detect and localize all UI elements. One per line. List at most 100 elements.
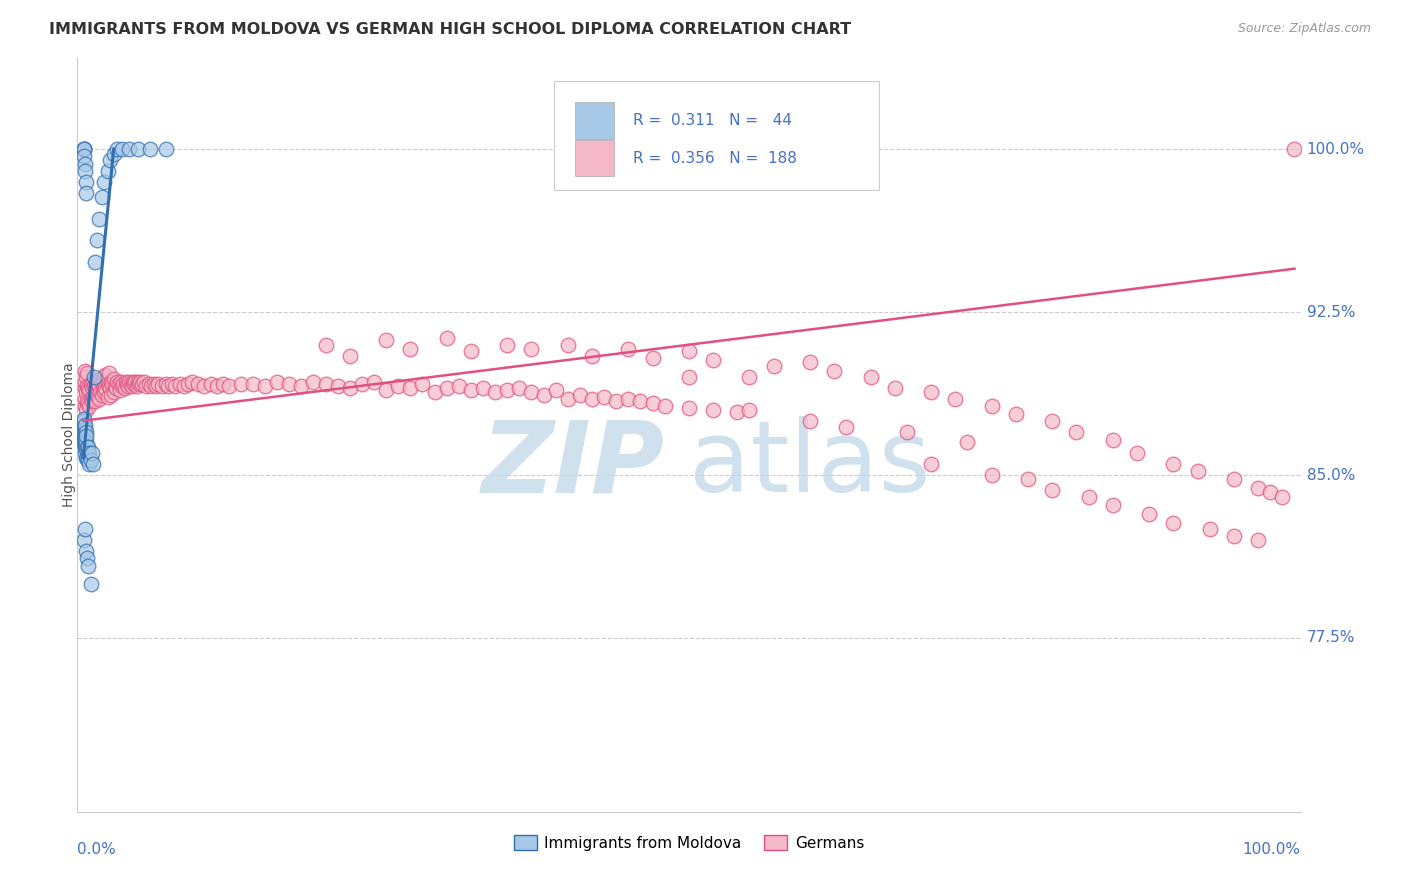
Point [79,399,101,413]
Point [82,457,104,471]
Point [110,375,132,389]
Point [121,379,143,393]
Point [105,381,128,395]
Point [93,385,115,400]
Point [945,392,967,406]
Point [169,376,191,391]
Point [533,387,555,401]
Point [73,440,96,454]
Point [73,533,96,548]
Point [82,375,104,389]
Point [1198,522,1220,536]
Point [105,142,128,156]
Point [823,364,845,378]
Point [80,446,103,460]
Point [678,344,700,359]
Point [165,379,187,393]
Text: 92.5%: 92.5% [1306,305,1355,319]
Point [76,366,98,380]
Text: 0.0%: 0.0% [77,842,117,857]
Point [956,435,979,450]
Point [150,379,173,393]
Point [83,370,105,384]
Point [76,440,98,454]
Point [641,351,664,365]
Point [641,396,664,410]
Point [82,390,104,404]
Point [76,550,98,565]
Point [883,381,905,395]
Point [181,375,204,389]
Point [112,376,135,391]
Point [242,376,264,391]
Point [93,175,115,189]
Point [176,376,198,391]
Point [73,422,96,436]
Point [73,157,96,171]
Point [98,153,121,167]
Point [617,342,640,356]
Point [89,211,111,226]
Point [103,372,125,386]
Point [90,387,112,401]
Point [103,385,125,400]
Point [568,387,591,401]
Text: Source: ZipAtlas.com: Source: ZipAtlas.com [1237,22,1371,36]
Point [117,379,139,393]
Point [75,186,97,200]
Point [896,425,918,439]
Point [762,359,785,374]
Point [77,453,100,467]
Point [859,370,882,384]
Point [1223,472,1246,486]
Point [89,372,111,386]
Point [229,376,252,391]
Point [302,375,325,389]
Point [108,384,131,398]
Point [799,414,821,428]
Point [76,379,98,393]
Point [75,164,97,178]
Point [254,379,277,393]
Point [447,379,470,393]
Point [111,142,134,156]
Point [375,334,398,348]
Point [799,355,821,369]
Bar [575,103,614,138]
Point [75,385,97,400]
Point [87,390,110,404]
Point [75,370,97,384]
Point [75,425,97,439]
Point [920,457,942,471]
Point [122,376,145,391]
Point [1066,425,1088,439]
Point [87,376,110,391]
Point [460,344,482,359]
Point [678,401,700,415]
Point [118,375,141,389]
Point [155,142,177,156]
Point [75,544,97,558]
Point [738,402,761,417]
Point [218,379,240,393]
Point [738,370,761,384]
Point [436,331,458,345]
Point [73,435,96,450]
Point [128,376,150,391]
Point [100,387,122,401]
Point [96,384,118,398]
Point [1223,529,1246,543]
Point [94,368,117,383]
Point [73,429,96,443]
Point [266,375,288,389]
Point [1017,472,1039,486]
Point [80,381,103,395]
Point [79,457,101,471]
Point [73,364,96,378]
Point [630,394,652,409]
Point [472,381,495,395]
Point [75,392,97,406]
Point [1258,485,1281,500]
Point [520,385,543,400]
Point [617,392,640,406]
